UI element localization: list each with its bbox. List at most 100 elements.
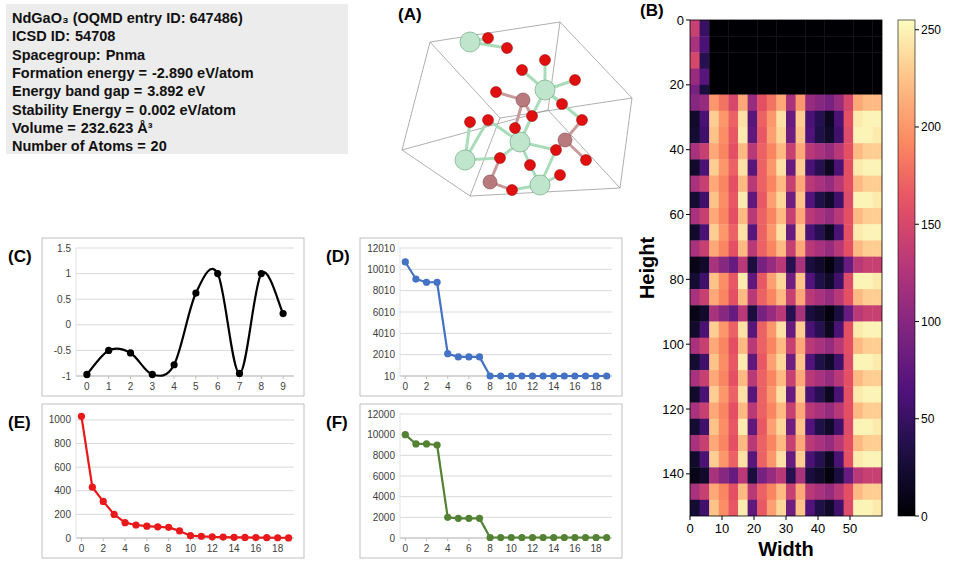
heat-cell bbox=[719, 20, 729, 37]
grid-line bbox=[76, 514, 294, 515]
heat-cell bbox=[728, 176, 738, 193]
heat-cell bbox=[709, 305, 719, 322]
x-tick-label: 16 bbox=[569, 381, 581, 392]
o-atom bbox=[483, 33, 494, 44]
heat-cell bbox=[690, 484, 700, 501]
info-row: Spacegroup:Pnma bbox=[12, 47, 146, 63]
heat-cell bbox=[738, 208, 748, 225]
heat-cell bbox=[757, 240, 767, 257]
heat-cell bbox=[815, 224, 825, 241]
heat-cell bbox=[844, 143, 854, 160]
heat-cell bbox=[834, 467, 844, 484]
heat-cell bbox=[844, 338, 854, 355]
y-tick bbox=[686, 214, 690, 215]
heat-cell bbox=[757, 20, 767, 37]
heat-cell bbox=[776, 224, 786, 241]
data-point bbox=[121, 519, 128, 526]
heat-cell bbox=[767, 208, 777, 225]
y-tick-label: 0.5 bbox=[57, 294, 71, 305]
x-tick-label: 8 bbox=[259, 381, 265, 392]
data-point bbox=[561, 534, 568, 541]
y-tick-label: 200 bbox=[54, 509, 71, 520]
heat-cell bbox=[844, 419, 854, 436]
heat-cell bbox=[863, 321, 873, 338]
heat-cell bbox=[709, 159, 719, 176]
heat-cell bbox=[757, 338, 767, 355]
heat-cell bbox=[700, 354, 710, 371]
heat-cell bbox=[872, 338, 882, 355]
o-atom bbox=[465, 117, 476, 128]
heat-cell bbox=[728, 36, 738, 53]
y-tick bbox=[686, 20, 690, 21]
grid-line bbox=[76, 419, 294, 420]
data-point bbox=[571, 534, 578, 541]
x-tick-label: 18 bbox=[591, 381, 603, 392]
heat-cell bbox=[853, 435, 863, 452]
heat-cell bbox=[815, 403, 825, 420]
heat-cell bbox=[805, 338, 815, 355]
heat-cell bbox=[815, 36, 825, 53]
data-point bbox=[571, 372, 578, 379]
grid-line bbox=[400, 455, 612, 456]
y-tick-label: 1.5 bbox=[57, 243, 71, 254]
x-tick bbox=[754, 516, 755, 520]
heat-cell bbox=[815, 435, 825, 452]
heat-cell bbox=[853, 403, 863, 420]
x-tick-label: 12 bbox=[207, 543, 219, 554]
heat-cell bbox=[786, 321, 796, 338]
heat-cell bbox=[719, 52, 729, 69]
heat-cell bbox=[757, 95, 767, 112]
heat-cell bbox=[786, 467, 796, 484]
heat-cell bbox=[700, 85, 710, 95]
heat-cell bbox=[834, 386, 844, 403]
heat-cell bbox=[863, 240, 873, 257]
heat-cell bbox=[796, 208, 806, 225]
heat-cell bbox=[872, 85, 882, 95]
data-point bbox=[236, 370, 243, 377]
data-point bbox=[83, 371, 90, 378]
heat-cell bbox=[700, 36, 710, 53]
info-value: 54708 bbox=[75, 28, 115, 44]
heat-cell bbox=[844, 69, 854, 86]
heat-cell bbox=[728, 403, 738, 420]
heat-cell bbox=[767, 85, 777, 95]
heat-cell bbox=[719, 192, 729, 209]
heat-cell bbox=[738, 127, 748, 144]
heat-cell bbox=[844, 435, 854, 452]
heat-cell bbox=[748, 386, 758, 403]
data-point bbox=[529, 534, 536, 541]
heat-cell bbox=[786, 484, 796, 501]
heat-cell bbox=[863, 305, 873, 322]
data-point bbox=[487, 372, 494, 379]
data-point bbox=[412, 440, 419, 447]
heat-cell bbox=[805, 192, 815, 209]
heat-cell bbox=[834, 36, 844, 53]
heat-cell bbox=[834, 289, 844, 306]
y-tick-label: 4010 bbox=[373, 328, 396, 339]
heat-cell bbox=[796, 127, 806, 144]
heat-cell bbox=[786, 500, 796, 516]
heat-cell bbox=[824, 338, 834, 355]
heat-cell bbox=[776, 240, 786, 257]
x-tick-label: 8 bbox=[487, 381, 493, 392]
heat-cell bbox=[786, 192, 796, 209]
heat-cell bbox=[738, 257, 748, 274]
heat-cell bbox=[805, 305, 815, 322]
heat-cell bbox=[796, 224, 806, 241]
heat-cell bbox=[757, 85, 767, 95]
y-tick-label: 400 bbox=[54, 485, 71, 496]
heat-cell bbox=[776, 273, 786, 290]
heat-cell bbox=[700, 419, 710, 436]
heat-cell bbox=[815, 386, 825, 403]
info-row: Energy band gap =3.892 eV bbox=[12, 83, 206, 99]
o-atom bbox=[491, 87, 502, 98]
heat-cell bbox=[776, 338, 786, 355]
heat-cell bbox=[834, 451, 844, 468]
heat-cell bbox=[709, 52, 719, 69]
heat-cell bbox=[728, 321, 738, 338]
data-point bbox=[198, 533, 205, 540]
x-tick-label: 30 bbox=[779, 521, 793, 536]
heat-cell bbox=[805, 484, 815, 501]
heat-cell bbox=[844, 257, 854, 274]
series-line bbox=[405, 435, 606, 538]
